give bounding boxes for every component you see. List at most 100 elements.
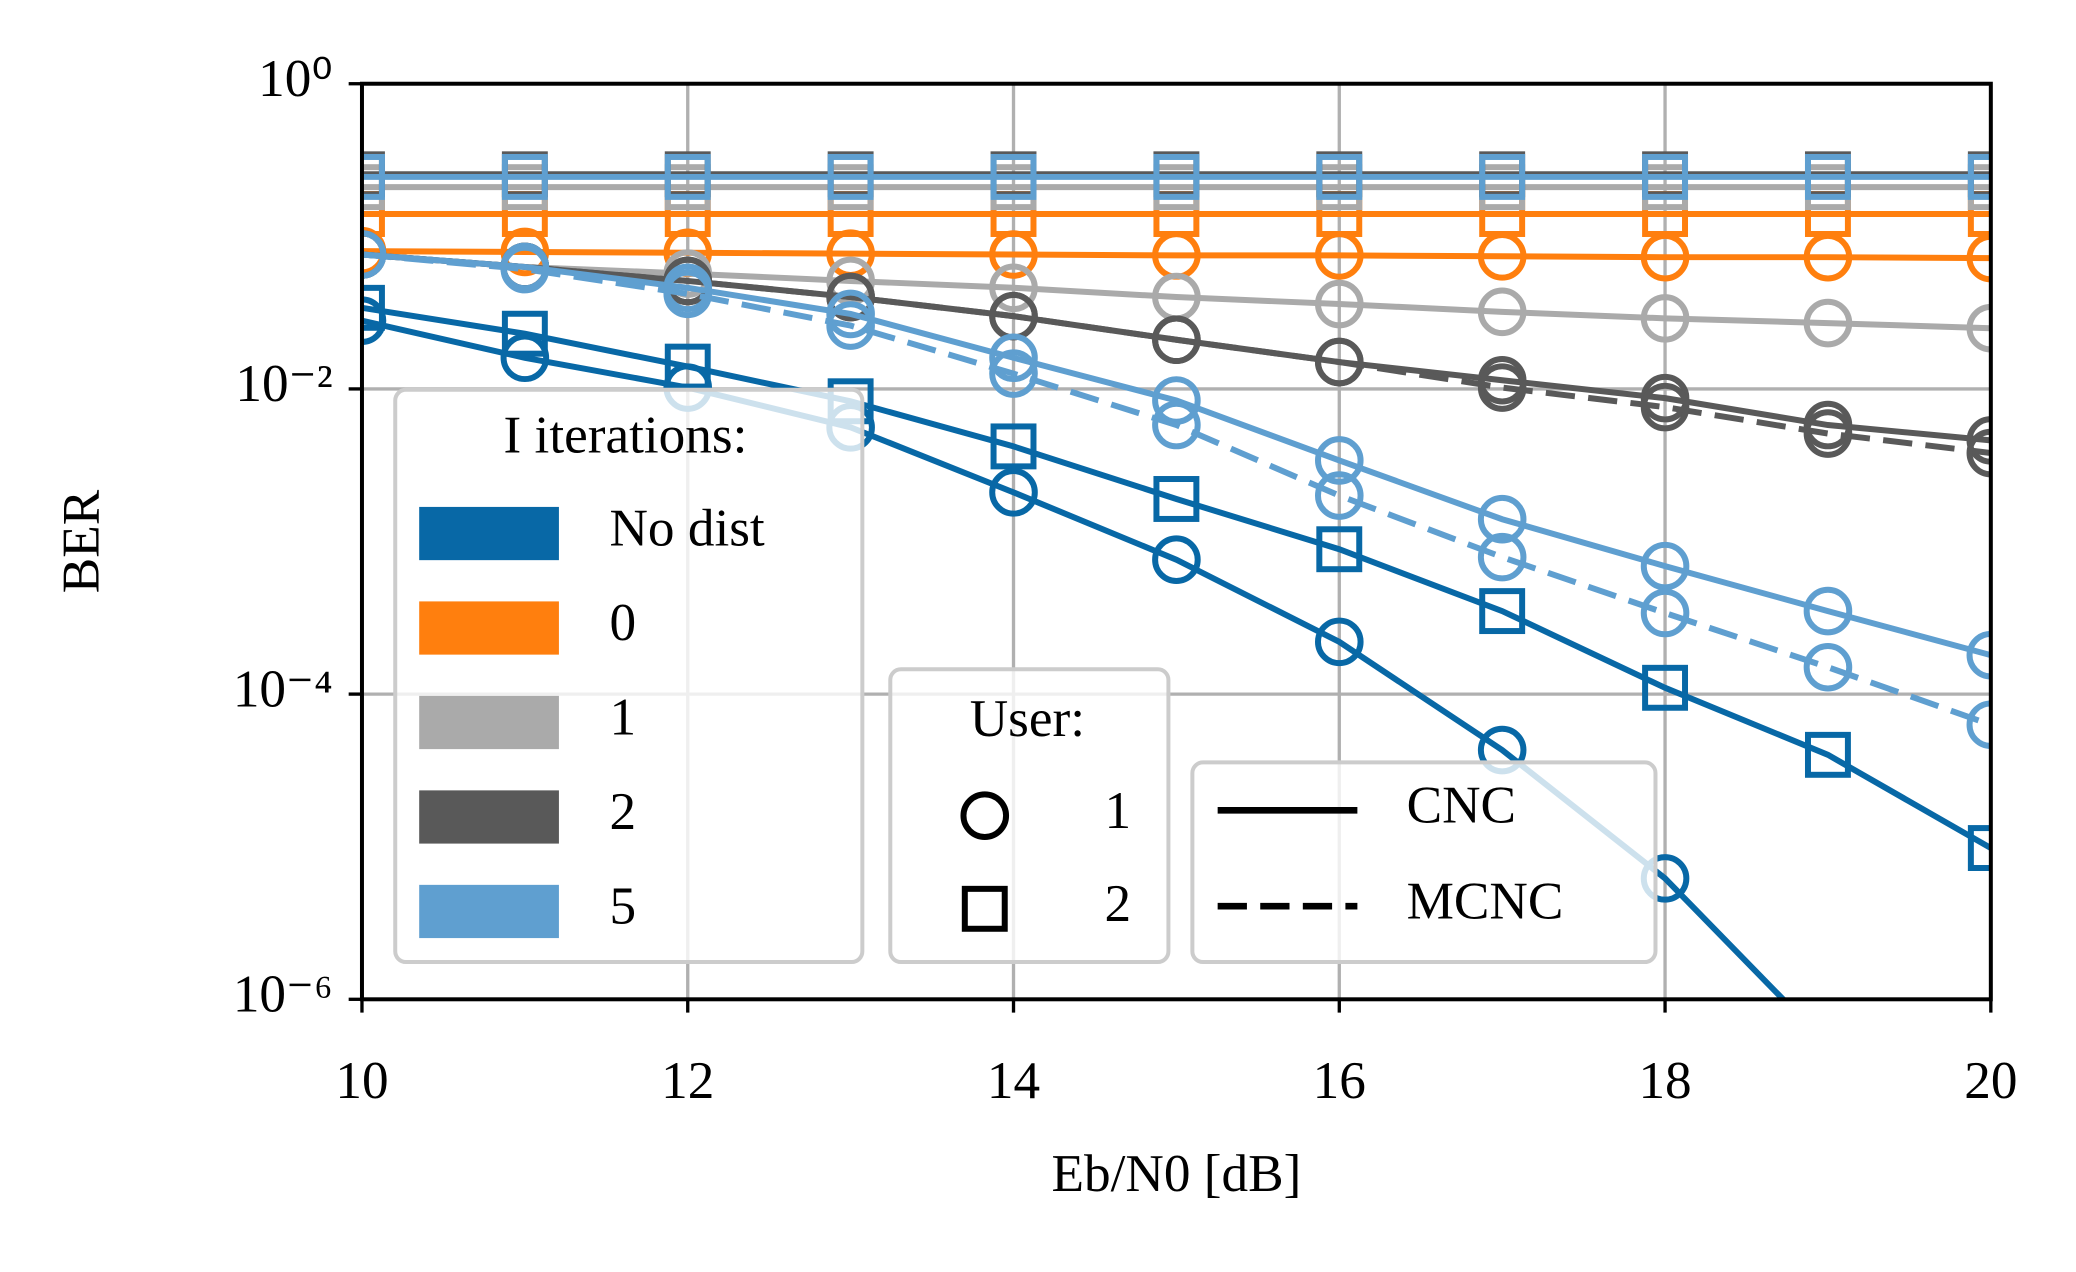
marker <box>500 227 550 277</box>
marker <box>1477 287 1527 337</box>
legend-label: No dist <box>609 499 764 558</box>
marker <box>663 269 713 319</box>
marker <box>1316 153 1363 200</box>
marker <box>1803 409 1853 458</box>
legend-marker <box>961 885 1008 932</box>
legend-label: 1 <box>609 688 636 747</box>
x-tick-label: 10 <box>335 1051 388 1110</box>
marker <box>1314 279 1364 329</box>
plot-area <box>361 151 2013 1234</box>
marker <box>1314 617 1364 667</box>
legend-marker <box>960 791 1010 840</box>
marker <box>1152 376 1201 425</box>
x-tick-label: 12 <box>661 1051 714 1110</box>
marker <box>1803 232 1853 282</box>
marker <box>1314 231 1364 280</box>
marker <box>1966 416 1991 465</box>
legend-label: 5 <box>609 877 636 936</box>
legend-label: 1 <box>1105 781 1132 840</box>
marker <box>1640 232 1690 282</box>
x-tick-label: 18 <box>1638 1051 1691 1110</box>
legend-title: User: <box>970 689 1085 748</box>
marker <box>827 153 874 200</box>
series-line <box>361 251 1991 728</box>
marker <box>1314 471 1364 520</box>
legend-box <box>888 667 1171 965</box>
marker <box>1803 298 1853 348</box>
x-tick-label: 16 <box>1313 1051 1366 1110</box>
series-line <box>361 304 1991 851</box>
marker <box>1966 700 1991 750</box>
marker <box>664 153 711 200</box>
marker <box>1152 400 1201 450</box>
y-tick-label: 10⁻⁴ <box>233 659 333 718</box>
marker <box>1640 541 1690 591</box>
marker <box>1640 382 1690 432</box>
marker <box>1807 1024 1850 1067</box>
marker <box>1477 494 1527 544</box>
marker <box>1153 153 1200 200</box>
legend-label: 0 <box>609 593 636 652</box>
legend-swatch <box>419 601 559 655</box>
marker <box>1966 303 1991 353</box>
marker <box>361 191 385 237</box>
marker <box>501 153 548 200</box>
marker <box>1152 535 1201 584</box>
marker <box>1642 153 1689 200</box>
marker <box>1314 337 1364 387</box>
marker <box>826 301 875 350</box>
marker <box>1804 731 1851 778</box>
marker <box>1316 526 1363 573</box>
marker <box>1477 231 1527 281</box>
series-line <box>361 317 1788 1000</box>
marker <box>500 333 550 383</box>
marker <box>1314 436 1364 485</box>
marker <box>1967 825 1991 871</box>
marker <box>1970 1191 2013 1234</box>
x-tick-label: 20 <box>1964 1051 2017 1110</box>
marker <box>1966 630 1991 680</box>
marker <box>501 310 548 357</box>
x-tick-label: 14 <box>987 1051 1040 1110</box>
marker <box>826 272 875 322</box>
series-line <box>361 251 1991 457</box>
series-line <box>361 251 1991 332</box>
marker <box>989 468 1038 517</box>
marker <box>990 153 1037 200</box>
legend-swatch <box>419 695 559 750</box>
y-tick-label: 10⁰ <box>258 49 333 108</box>
axes-frame <box>359 81 1993 1002</box>
legend-label: 2 <box>609 782 636 841</box>
legend-title: I iterations: <box>504 406 748 465</box>
marker <box>989 263 1038 313</box>
marker <box>1479 153 1526 200</box>
legend-label: CNC <box>1407 776 1516 835</box>
legend-swatch <box>419 790 559 844</box>
marker <box>989 230 1038 279</box>
marker <box>989 349 1038 398</box>
legend-label: MCNC <box>1407 871 1564 930</box>
marker <box>989 333 1038 383</box>
series-line <box>361 248 1991 262</box>
marker <box>1477 363 1527 412</box>
marker <box>1640 294 1690 343</box>
marker <box>990 423 1037 470</box>
marker <box>1153 476 1200 522</box>
legend-swatch <box>419 884 559 939</box>
marker <box>361 296 387 345</box>
marker <box>1967 153 1991 200</box>
marker <box>1640 588 1690 638</box>
marker <box>1803 642 1853 692</box>
x-axis-label: Eb/N0 [dB] <box>1051 1144 1301 1203</box>
marker <box>1479 588 1526 635</box>
series-line <box>361 251 1991 659</box>
marker <box>500 244 550 294</box>
legends: I iterations: No dist 0 1 2 5 User: 1 2 CNC MCNC <box>393 387 1658 965</box>
y-tick-label: 10⁻² <box>235 354 332 413</box>
marker <box>1967 191 1991 237</box>
marker <box>1966 233 1991 283</box>
y-tick-label: 10⁻⁶ <box>233 965 333 1024</box>
marker <box>1152 315 1201 365</box>
legend-label: 2 <box>1105 874 1132 933</box>
